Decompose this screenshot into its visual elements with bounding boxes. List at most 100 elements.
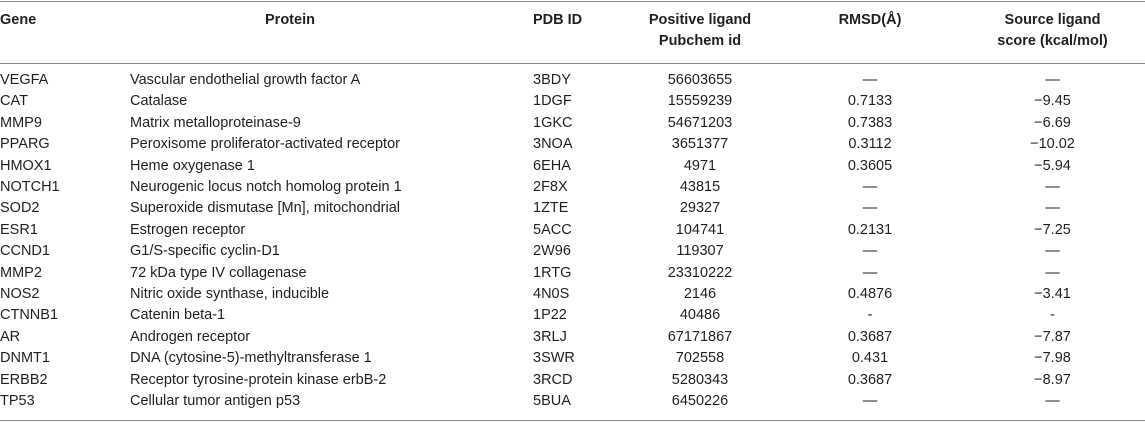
- cell-pdb-id: 2F8X: [533, 179, 568, 196]
- cell-protein: 72 kDa type IV collagenase: [130, 264, 307, 281]
- cell-pdb-id: 3RCD: [533, 371, 573, 388]
- cell-protein: Superoxide dismutase [Mn], mitochondrial: [130, 200, 400, 217]
- cell-rmsd: —: [862, 264, 878, 281]
- cell-protein: Neurogenic locus notch homolog protein 1: [130, 179, 402, 196]
- cell-rmsd: 0.7133: [847, 93, 893, 110]
- cell-source-ligand-score: −7.98: [1034, 350, 1071, 367]
- column-header-source-line2: score (kcal/mol): [997, 33, 1108, 49]
- column-header-source-ligand-score: Source ligand score (kcal/mol): [960, 0, 1145, 64]
- cell-protein: Catenin beta-1: [130, 307, 226, 324]
- table-row: VEGFA Vascular endothelial growth factor …: [0, 64, 1145, 91]
- cell-protein: Heme oxygenase 1: [130, 157, 255, 174]
- cell-source-ligand-score: −6.69: [1034, 114, 1071, 131]
- cell-pdb-id: 1GKC: [533, 114, 573, 131]
- table-row: NOS2 Nitric oxide synthase, inducible 4N0S…: [0, 284, 1145, 305]
- cell-gene: MMP9: [0, 114, 42, 131]
- table-row: SOD2 Superoxide dismutase [Mn], mitochond…: [0, 198, 1145, 219]
- cell-source-ligand-score: —: [1045, 243, 1060, 260]
- cell-rmsd: 0.4876: [847, 286, 893, 303]
- cell-source-ligand-score: −5.94: [1034, 157, 1071, 174]
- column-header-positive-ligand-line1: Positive ligand: [648, 12, 752, 28]
- cell-rmsd: —: [862, 393, 878, 410]
- cell-gene: VEGFA: [0, 72, 49, 88]
- cell-protein: Receptor tyrosine-protein kinase erbB-2: [130, 371, 387, 388]
- cell-pdb-id: 3SWR: [533, 350, 575, 367]
- table-row: CAT Catalase 1DGF 15559239 0.7133 −9.45: [0, 91, 1145, 112]
- column-header-gene: Gene: [0, 12, 37, 28]
- cell-positive-ligand-id: 3651377: [671, 136, 729, 153]
- cell-protein: Nitric oxide synthase, inducible: [130, 286, 330, 303]
- cell-gene: ERBB2: [0, 371, 48, 388]
- cell-protein: DNA (cytosine-5)-methyltransferase 1: [130, 350, 372, 367]
- cell-gene: ESR1: [0, 221, 38, 238]
- cell-positive-ligand-id: 54671203: [667, 114, 733, 131]
- cell-rmsd: 0.3687: [847, 328, 893, 345]
- column-header-pdb-id: PDB ID: [533, 12, 583, 28]
- cell-source-ligand-score: −7.25: [1034, 221, 1071, 238]
- cell-positive-ligand-id: 15559239: [667, 93, 733, 110]
- cell-pdb-id: 1ZTE: [533, 200, 569, 217]
- cell-pdb-id: 5ACC: [533, 221, 572, 238]
- cell-rmsd: 0.3605: [847, 157, 893, 174]
- cell-source-ligand-score: —: [1045, 200, 1060, 217]
- cell-rmsd: 0.3112: [848, 136, 892, 153]
- docking-results-table: Gene Protein PDB ID Positive ligand Pubc…: [0, 0, 1145, 412]
- column-header-source-line1: Source ligand: [1004, 12, 1101, 28]
- cell-rmsd: —: [862, 243, 878, 260]
- header-row: Gene Protein PDB ID Positive ligand Pubc…: [0, 0, 1145, 64]
- cell-gene: HMOX1: [0, 157, 52, 174]
- cell-positive-ligand-id: 23310222: [667, 264, 733, 281]
- cell-pdb-id: 5BUA: [533, 393, 571, 410]
- column-header-positive-ligand-line2: Pubchem id: [658, 33, 742, 49]
- table-row: TP53 Cellular tumor antigen p53 5BUA 645022…: [0, 391, 1145, 412]
- cell-positive-ligand-id: 67171867: [667, 328, 733, 345]
- cell-rmsd: 0.3687: [847, 371, 893, 388]
- column-header-positive-ligand: Positive ligand Pubchem id: [620, 0, 780, 64]
- table-row: DNMT1 DNA (cytosine-5)-methyltransferase …: [0, 348, 1145, 369]
- cell-gene: TP53: [0, 393, 35, 410]
- cell-rmsd: —: [862, 72, 878, 88]
- cell-source-ligand-score: —: [1045, 264, 1060, 281]
- cell-gene: AR: [0, 328, 21, 345]
- cell-positive-ligand-id: 29327: [679, 200, 721, 217]
- cell-pdb-id: 3NOA: [533, 136, 573, 153]
- cell-gene: MMP2: [0, 264, 42, 281]
- cell-pdb-id: 3BDY: [533, 72, 571, 88]
- bottom-rule: [0, 420, 1145, 421]
- cell-protein: Catalase: [130, 93, 188, 110]
- cell-protein: Peroxisome proliferator-activated recept…: [130, 136, 400, 153]
- cell-protein: Matrix metalloproteinase-9: [130, 114, 301, 131]
- cell-source-ligand-score: −9.45: [1034, 93, 1071, 110]
- table-row: MMP2 72 kDa type IV collagenase 1RTG 233102…: [0, 263, 1145, 284]
- cell-positive-ligand-id: 2146: [683, 286, 717, 303]
- cell-gene: PPARG: [0, 136, 50, 153]
- cell-positive-ligand-id: 702558: [675, 350, 725, 367]
- cell-pdb-id: 6EHA: [533, 157, 571, 174]
- cell-pdb-id: 2W96: [533, 243, 571, 260]
- cell-pdb-id: 4N0S: [533, 286, 570, 303]
- cell-gene: SOD2: [0, 200, 40, 217]
- cell-rmsd: 0.431: [851, 350, 889, 367]
- cell-gene: NOTCH1: [0, 179, 60, 196]
- table-row: HMOX1 Heme oxygenase 1 6EHA 4971 0.3605 −5.94: [0, 156, 1145, 177]
- column-header-protein: Protein: [265, 12, 315, 28]
- cell-rmsd: 0.2131: [847, 221, 893, 238]
- cell-source-ligand-score: −3.41: [1034, 286, 1071, 303]
- cell-source-ligand-score: −8.97: [1034, 371, 1071, 388]
- cell-pdb-id: 1RTG: [533, 264, 572, 281]
- cell-rmsd: —: [862, 200, 878, 217]
- cell-pdb-id: 1DGF: [533, 93, 572, 110]
- cell-positive-ligand-id: 6450226: [671, 393, 729, 410]
- cell-positive-ligand-id: 104741: [675, 221, 725, 238]
- cell-rmsd: —: [862, 179, 878, 196]
- cell-pdb-id: 3RLJ: [533, 328, 567, 345]
- cell-positive-ligand-id: 40486: [679, 307, 721, 324]
- cell-source-ligand-score: -: [1050, 307, 1055, 324]
- cell-protein: Androgen receptor: [130, 328, 251, 345]
- cell-positive-ligand-id: 56603655: [667, 72, 733, 88]
- top-rule: [0, 1, 1145, 2]
- table-row: CCND1 G1/S-specific cyclin-D1 2W96 119307 — —: [0, 241, 1145, 262]
- cell-source-ligand-score: —: [1045, 393, 1060, 410]
- cell-gene: CAT: [0, 93, 28, 110]
